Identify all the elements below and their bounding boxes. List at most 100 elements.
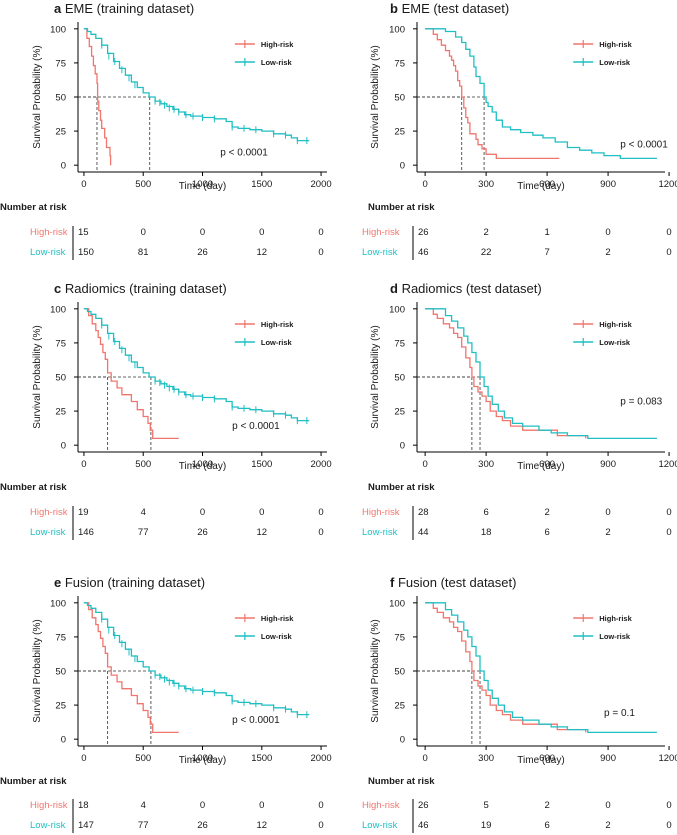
risk-table-high-risk-label: High-risk (362, 227, 400, 238)
high-risk-curve (83, 28, 112, 166)
risk-table-low-risk-value: 77 (138, 820, 149, 831)
legend-low-risk-label: Low-risk (599, 632, 631, 641)
x-tick-label: 0 (81, 753, 86, 764)
y-tick-label: 100 (389, 304, 405, 315)
high-risk-curve (83, 308, 179, 440)
risk-table-high-risk-value: 0 (666, 507, 671, 518)
risk-table-high-risk-value: 18 (78, 800, 89, 811)
panel-title: f Fusion (test dataset) (390, 575, 516, 590)
risk-table-low-risk-label: Low-risk (30, 527, 66, 538)
risk-table-high-risk-value: 6 (483, 507, 488, 518)
risk-table-high-risk-value: 2 (544, 800, 549, 811)
y-tick-label: 0 (400, 441, 405, 452)
risk-table-low-risk-value: 6 (544, 820, 549, 831)
high-risk-curve (425, 602, 587, 733)
panel-title-text: Radiomics (test dataset) (398, 281, 542, 296)
p-value-label: p < 0.0001 (620, 139, 668, 150)
risk-table-low-risk-value: 26 (197, 820, 208, 831)
risk-table-high-risk-value: 26 (418, 800, 429, 811)
legend-high-risk-label: High-risk (261, 320, 294, 329)
risk-table-high-risk-label: High-risk (362, 800, 400, 811)
panel-title-text: EME (training dataset) (61, 1, 194, 16)
risk-table-title: Number at risk (368, 202, 435, 213)
risk-table-low-risk-label: Low-risk (362, 247, 398, 258)
x-tick-label: 1500 (251, 753, 272, 764)
legend-high-risk-label: High-risk (599, 40, 632, 49)
high-risk-curve (425, 28, 560, 160)
risk-table-low-risk-value: 0 (666, 527, 671, 538)
y-tick-label: 25 (394, 701, 405, 712)
panel-title-text: Fusion (test dataset) (394, 575, 516, 590)
y-tick-label: 50 (394, 373, 405, 384)
p-value-label: p < 0.0001 (220, 148, 268, 159)
risk-table-low-risk-value: 77 (138, 527, 149, 538)
x-tick-label: 0 (422, 459, 427, 470)
y-tick-label: 25 (55, 127, 66, 138)
panel-title-text: Radiomics (training dataset) (61, 281, 226, 296)
x-tick-label: 2000 (311, 753, 332, 764)
legend-low-risk-label: Low-risk (599, 338, 631, 347)
y-tick-label: 100 (50, 304, 66, 315)
risk-table-high-risk-value: 0 (605, 800, 610, 811)
legend-high-risk-label: High-risk (261, 614, 294, 623)
risk-table-low-risk-value: 46 (418, 820, 429, 831)
x-tick-label: 300 (478, 459, 494, 470)
low-risk-curve (425, 28, 657, 160)
panel-letter: c (54, 281, 61, 296)
x-tick-label: 1200 (658, 459, 677, 470)
panel-d: d Radiomics (test dataset) 0 25 50 75 100 0 300… (362, 281, 677, 540)
high-risk-curve (83, 602, 179, 734)
x-tick-label: 300 (478, 179, 494, 190)
risk-table-low-risk-label: Low-risk (362, 820, 398, 831)
y-tick-label: 0 (61, 161, 66, 172)
y-tick-label: 75 (394, 632, 405, 643)
y-tick-label: 100 (50, 598, 66, 609)
risk-table-low-risk-value: 19 (481, 820, 492, 831)
x-tick-label: 1200 (658, 179, 677, 190)
x-tick-label: 2000 (311, 179, 332, 190)
x-tick-label: 600 (539, 753, 555, 764)
y-axis-label: Survival Probability (%) (370, 45, 381, 148)
x-axis-label: Time (day) (517, 181, 564, 192)
risk-table-high-risk-value: 26 (418, 227, 429, 238)
legend-high-risk-label: High-risk (599, 614, 632, 623)
y-axis-label: Survival Probability (%) (32, 619, 43, 722)
y-tick-label: 75 (55, 632, 66, 643)
risk-table-low-risk-value: 0 (318, 820, 323, 831)
x-tick-label: 0 (422, 179, 427, 190)
risk-table-high-risk-value: 19 (78, 507, 89, 518)
low-risk-curve (425, 308, 657, 440)
risk-table-high-risk-label: High-risk (30, 227, 68, 238)
y-tick-label: 25 (55, 701, 66, 712)
risk-table-high-risk-value: 15 (78, 227, 89, 238)
x-axis-label: Time (day) (517, 755, 564, 766)
risk-table-low-risk-value: 2 (605, 527, 610, 538)
risk-table-high-risk-value: 5 (483, 800, 488, 811)
risk-table-high-risk-value: 0 (666, 227, 671, 238)
risk-table-high-risk-value: 0 (141, 227, 146, 238)
risk-table-high-risk-value: 0 (666, 800, 671, 811)
risk-table-low-risk-value: 44 (418, 527, 429, 538)
risk-table-high-risk-label: High-risk (362, 507, 400, 518)
y-tick-label: 50 (55, 667, 66, 678)
x-tick-label: 1200 (658, 753, 677, 764)
x-axis-label: Time (day) (179, 461, 226, 472)
panel-title: e Fusion (training dataset) (54, 575, 205, 590)
y-tick-label: 0 (400, 161, 405, 172)
panel-c: c Radiomics (training dataset) 0 25 50 75 100… (0, 281, 332, 540)
risk-table-title: Number at risk (368, 482, 435, 493)
legend-high-risk-label: High-risk (261, 40, 294, 49)
panel-title: a EME (training dataset) (54, 1, 194, 16)
y-tick-label: 50 (394, 93, 405, 104)
risk-table-high-risk-value: 0 (200, 507, 205, 518)
y-tick-label: 0 (61, 441, 66, 452)
risk-table-low-risk-value: 147 (78, 820, 94, 831)
p-value-label: p < 0.0001 (232, 421, 280, 432)
risk-table-low-risk-value: 22 (481, 247, 492, 258)
risk-table-low-risk-value: 81 (138, 247, 149, 258)
high-risk-curve (425, 308, 587, 439)
risk-table-low-risk-value: 0 (318, 527, 323, 538)
risk-table-low-risk-value: 146 (78, 527, 94, 538)
